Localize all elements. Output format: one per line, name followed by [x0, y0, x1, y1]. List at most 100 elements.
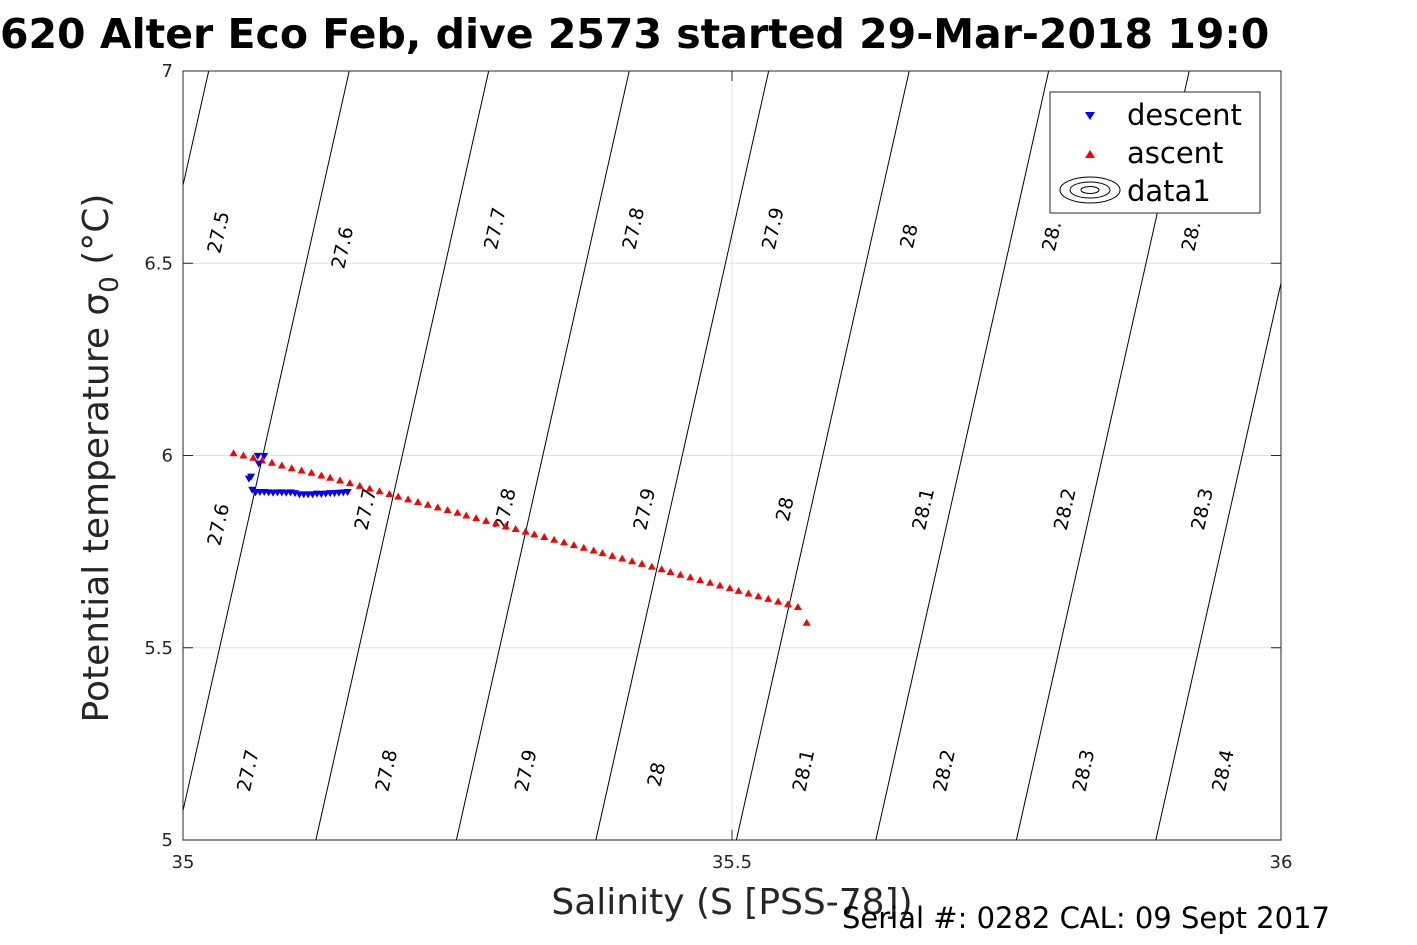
y-axis-label: Potential temperature σ0 (°C): [76, 194, 125, 723]
contour-line-27.6: [182, 70, 350, 811]
contour-line-27.8: [455, 70, 630, 841]
ascent-point-1: [239, 451, 248, 459]
contour-line-27.9: [595, 70, 770, 841]
ascent-point-51: [725, 584, 734, 592]
svg-text:Potential temperature σ0 (°C): Potential temperature σ0 (°C): [76, 194, 125, 723]
contour-line-28: [735, 70, 910, 841]
ascent-point-44: [657, 565, 666, 573]
ascent-point-48: [696, 576, 705, 584]
ascent-point-53: [744, 589, 753, 597]
ascent-point-31: [530, 530, 539, 538]
ascent-point-20: [423, 500, 432, 508]
ascent-point-33: [550, 535, 559, 543]
contour-line-27.7: [315, 70, 490, 841]
ascent-point-40: [618, 554, 627, 562]
ascent-point-10: [326, 473, 335, 481]
ascent-point-9: [317, 471, 326, 479]
ascent-point-41: [628, 557, 637, 565]
legend: descent ascent data1: [1049, 91, 1261, 214]
ascent-point-5: [277, 461, 286, 469]
ascent-point-25: [472, 514, 481, 522]
y-axis-label-subscript: 0: [95, 276, 125, 293]
ascent-point-56: [774, 597, 783, 605]
x-tick-label-1: 35.5: [712, 852, 752, 873]
legend-ascent-marker: [1085, 150, 1095, 158]
ascent-point-11: [336, 476, 345, 484]
contour-line-28.3: [1155, 282, 1282, 841]
ascent-point-37: [589, 546, 598, 554]
y-axis-label-main: Potential temperature σ: [76, 293, 117, 723]
ascent-point-39: [608, 551, 617, 559]
ascent-point-49: [706, 578, 715, 586]
ascent-series: [229, 449, 811, 626]
ascent-point-46: [676, 570, 685, 578]
ascent-point-15: [375, 487, 384, 495]
x-axis-label: Salinity (S [PSS-78]): [551, 882, 912, 923]
serial-cal-text: Serial #: 0282 CAL: 09 Sept 2017: [842, 901, 1330, 935]
ascent-point-21: [433, 503, 442, 511]
ascent-point-47: [686, 573, 695, 581]
ascent-point-7: [297, 466, 306, 474]
y-axis-label-unit: (°C): [76, 194, 117, 277]
ascent-point-8: [307, 468, 316, 476]
descent-series: [244, 452, 352, 499]
y-tick-label-3: 6.5: [144, 253, 173, 274]
ascent-point-38: [598, 549, 607, 557]
ascent-point-12: [345, 479, 354, 487]
ascent-point-13: [355, 481, 364, 489]
ascent-point-23: [453, 508, 462, 516]
ascent-point-36: [579, 543, 588, 551]
ascent-point-17: [394, 492, 403, 500]
ascent-point-4: [267, 458, 276, 466]
contour-label-19: 28: [643, 760, 670, 788]
ascent-point-2: [249, 453, 258, 461]
contour-line-27.5: [182, 70, 210, 186]
legend-descent-marker: [1085, 112, 1095, 120]
chart-title: 620 Alter Eco Feb, dive 2573 started 29-…: [0, 10, 1269, 58]
ascent-point-34: [560, 538, 569, 546]
ascent-point-27: [491, 519, 500, 527]
ascent-point-18: [404, 495, 413, 503]
ascent-point-22: [443, 506, 452, 514]
descent-point-27: [343, 489, 352, 497]
y-tick-label-1: 5.5: [144, 638, 173, 659]
ascent-point-30: [521, 527, 530, 535]
ascent-point-59: [802, 618, 811, 626]
descent-point-4: [244, 475, 253, 483]
ascent-point-50: [715, 581, 724, 589]
ascent-point-6: [287, 464, 296, 472]
y-tick-label-0: 5: [162, 830, 173, 851]
legend-data1-label: data1: [1127, 174, 1211, 208]
legend-descent-label: descent: [1127, 98, 1242, 132]
ascent-point-45: [666, 568, 675, 576]
ascent-point-26: [482, 516, 491, 524]
ascent-point-19: [413, 498, 422, 506]
ascent-point-58: [793, 602, 802, 610]
ascent-point-43: [647, 562, 656, 570]
ascent-point-16: [385, 489, 394, 497]
ascent-point-0: [229, 449, 238, 457]
descent-point-2: [254, 460, 263, 468]
descent-point-1: [260, 452, 269, 460]
ascent-point-14: [365, 484, 374, 492]
descent-point-0: [253, 452, 262, 460]
axis-ticks: 35 35.5 36 5 5.5 6 6.5 7: [144, 61, 1292, 873]
legend-contour-icon: [1059, 176, 1121, 204]
y-tick-label-4: 7: [162, 61, 173, 82]
y-tick-label-2: 6: [162, 446, 173, 467]
ascent-point-55: [764, 594, 773, 602]
x-tick-label-0: 35: [172, 852, 195, 873]
contour-label-5: 28: [896, 222, 923, 250]
ascent-point-28: [501, 522, 510, 530]
x-tick-label-2: 36: [1270, 852, 1293, 873]
ascent-point-24: [462, 511, 471, 519]
ascent-point-35: [569, 541, 578, 549]
ascent-point-52: [734, 586, 743, 594]
ascent-point-54: [754, 592, 763, 600]
contour-line-28.1: [875, 70, 1050, 841]
legend-ascent-label: ascent: [1127, 136, 1223, 170]
ascent-point-32: [540, 533, 549, 541]
ascent-point-57: [783, 600, 792, 608]
ascent-point-42: [637, 559, 646, 567]
